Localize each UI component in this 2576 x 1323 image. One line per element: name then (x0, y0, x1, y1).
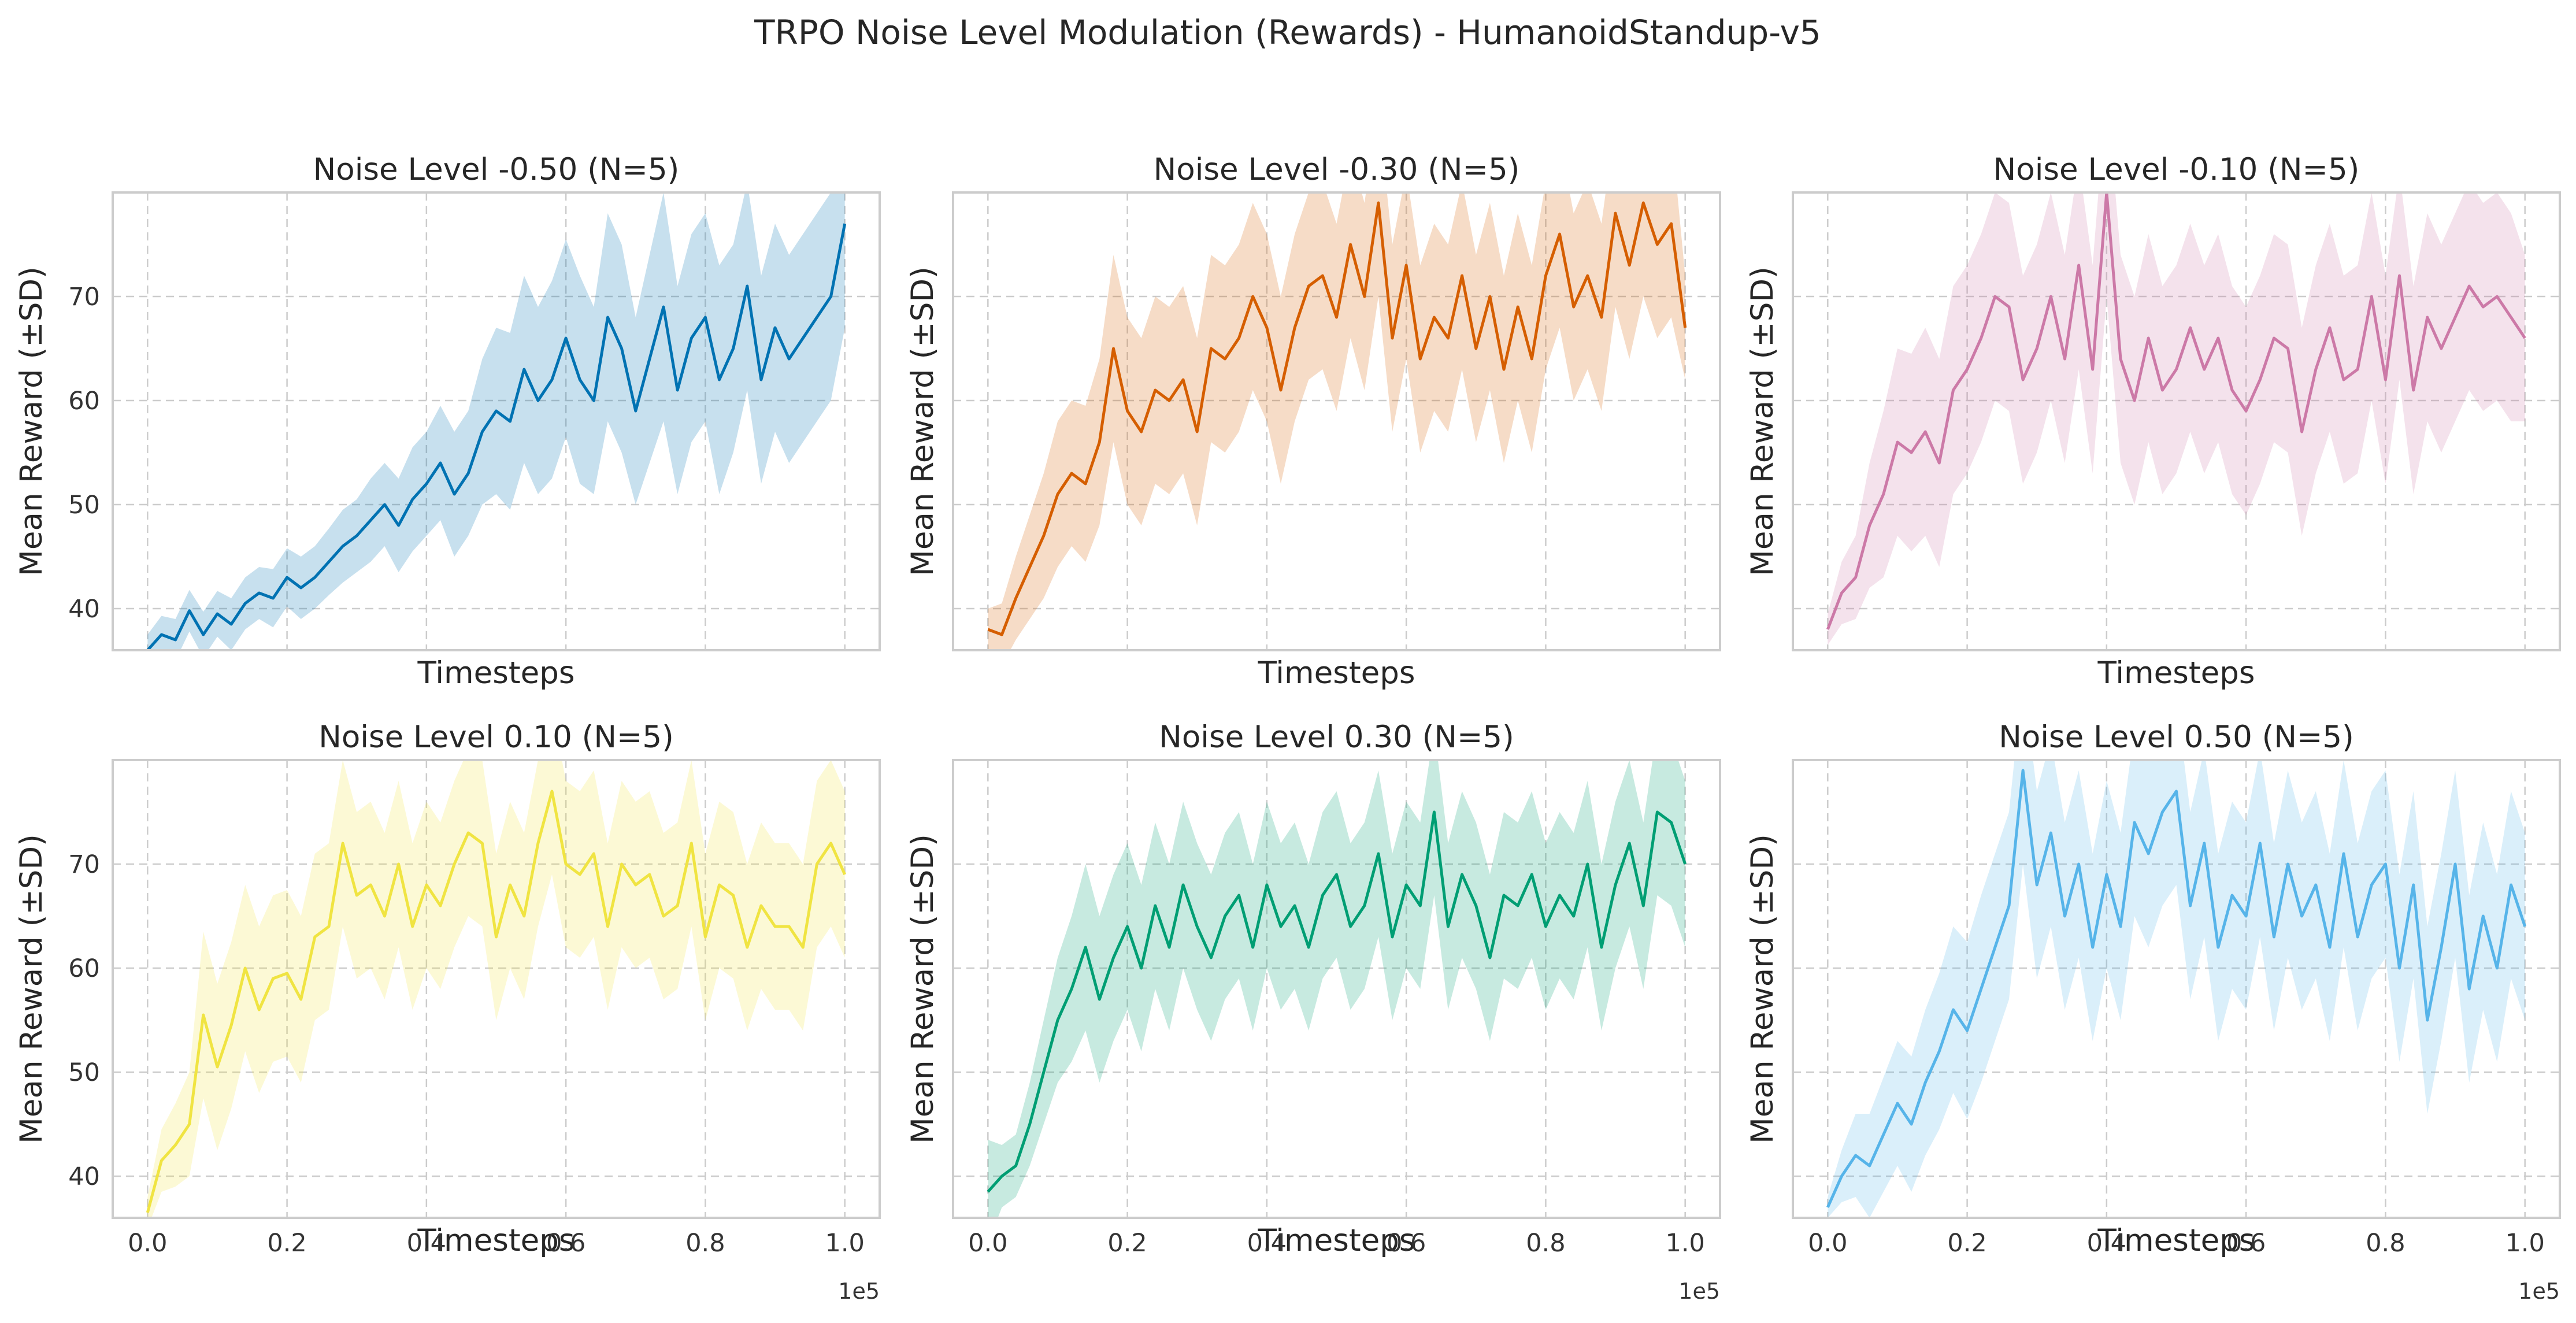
x-tick-label: 1.0 (1665, 1229, 1704, 1258)
x-tick-label: 0.8 (2366, 1229, 2405, 1258)
y-axis-label: Mean Reward (±SD) (1745, 266, 1780, 576)
x-offset-label: 1e5 (1678, 1278, 1720, 1304)
axes-frame (952, 191, 1721, 651)
x-tick-label: 0.8 (1526, 1229, 1565, 1258)
subplot-6: Noise Level 0.50 (N=5) Timesteps 0.0 0.2 0.4… (1745, 720, 2561, 1304)
y-axis-label: Mean Reward (±SD) (905, 266, 940, 576)
y-axis-label: Mean Reward (±SD) (1745, 834, 1780, 1144)
y-tick-label: 40 (68, 1162, 100, 1191)
axes-frame (112, 759, 881, 1219)
subplot-4: Noise Level 0.10 (N=5) Timesteps 0.0 0.2 0.4… (14, 720, 881, 1304)
y-tick-label: 50 (68, 1058, 100, 1087)
mean-line (146, 223, 847, 650)
x-tick-label: 0.0 (128, 1229, 167, 1258)
x-axis-label: Timesteps (2097, 655, 2255, 691)
x-offset-label: 1e5 (2518, 1278, 2560, 1304)
subplot-1: Noise Level -0.50 (N=5) Timesteps 40 50 60 70… (14, 152, 881, 691)
x-axis-label: Timesteps (417, 1223, 575, 1258)
plot-content (1826, 192, 2526, 645)
sd-band (988, 192, 1685, 650)
y-axis-label: Mean Reward (±SD) (905, 834, 940, 1144)
plot-content (146, 192, 847, 650)
plot-content (987, 192, 1687, 650)
plot-content (987, 760, 1687, 1218)
x-tick-label: 0.4 (1247, 1229, 1287, 1258)
subplot-title: Noise Level -0.50 (N=5) (313, 152, 680, 187)
subplot-title: Noise Level -0.30 (N=5) (1154, 152, 1520, 187)
mean-line (987, 810, 1687, 1193)
mean-line (1826, 769, 2527, 1209)
y-tick-label: 50 (68, 491, 100, 520)
subplot-title: Noise Level 0.30 (N=5) (1159, 720, 1514, 755)
x-tick-label: 0.2 (1947, 1229, 1986, 1258)
y-tick-label: 60 (68, 954, 100, 983)
x-offset-label: 1e5 (838, 1278, 880, 1304)
x-tick-label: 0.2 (1107, 1229, 1147, 1258)
y-tick-label: 40 (68, 595, 100, 624)
x-axis-label: Timesteps (1258, 655, 1415, 691)
figure-title: TRPO Noise Level Modulation (Rewards) - … (754, 13, 1821, 52)
subplot-title: Noise Level 0.50 (N=5) (1999, 720, 2354, 755)
axes-frame (1792, 759, 2561, 1219)
x-tick-label: 0.6 (1387, 1229, 1426, 1258)
subplot-title: Noise Level 0.10 (N=5) (318, 720, 674, 755)
axes-frame (112, 191, 881, 651)
axes-frame (1792, 191, 2561, 651)
y-axis-label: Mean Reward (±SD) (14, 834, 49, 1144)
mean-line (1826, 192, 2526, 630)
mean-line (987, 201, 1687, 636)
x-tick-label: 0.2 (267, 1229, 306, 1258)
subplot-3: Noise Level -0.10 (N=5) Timesteps Mean Rew… (1745, 152, 2561, 691)
x-tick-label: 0.0 (1808, 1229, 1847, 1258)
x-tick-label: 0.8 (685, 1229, 725, 1258)
x-tick-label: 0.4 (407, 1229, 446, 1258)
y-tick-label: 70 (68, 850, 100, 879)
mean-line (146, 790, 846, 1213)
x-tick-label: 0.6 (546, 1229, 585, 1258)
x-tick-label: 0.6 (2226, 1229, 2266, 1258)
subplot-5: Noise Level 0.30 (N=5) Timesteps 0.0 0.2 0.4… (905, 720, 1721, 1304)
axes-frame (952, 759, 1721, 1219)
y-axis-label: Mean Reward (±SD) (14, 266, 49, 576)
plot-content (146, 760, 846, 1218)
sd-band (1828, 760, 2525, 1218)
x-tick-label: 0.4 (2087, 1229, 2126, 1258)
x-tick-label: 0.0 (968, 1229, 1007, 1258)
y-tick-label: 70 (68, 283, 100, 312)
plot-content (1826, 760, 2527, 1218)
subplot-title: Noise Level -0.10 (N=5) (1993, 152, 2360, 187)
x-tick-label: 1.0 (825, 1229, 864, 1258)
subplot-2: Noise Level -0.30 (N=5) Timesteps Mean Rew… (905, 152, 1721, 691)
subplot-grid: Noise Level -0.50 (N=5) Timesteps 40 50 60 70… (14, 152, 2561, 1304)
x-axis-label: Timesteps (417, 655, 575, 691)
x-axis-label: Timesteps (2097, 1223, 2255, 1258)
sd-band (1828, 192, 2525, 645)
y-tick-label: 60 (68, 387, 100, 416)
sd-band (988, 760, 1685, 1218)
x-tick-label: 1.0 (2505, 1229, 2544, 1258)
x-axis-label: Timesteps (1258, 1223, 1415, 1258)
sd-band (147, 760, 845, 1218)
sd-band (147, 192, 845, 650)
